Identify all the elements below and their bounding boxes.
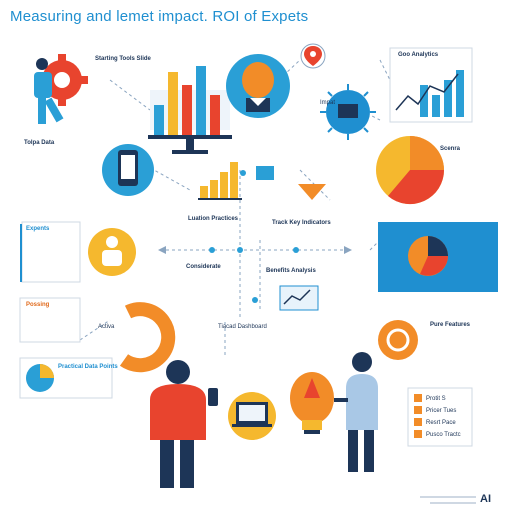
possing-box [19,297,81,343]
label-track-key-indicators: Track Key Indicators [272,220,331,226]
label-practical-data-points: Practical Data Points [58,364,118,370]
label-expents: Expents [26,226,50,232]
label-pusco-tractc: Pusco Tractc [426,432,461,438]
label-resrt-pace: Resrt Pace [426,420,456,426]
pie-chart-illustration [376,136,445,205]
label-tolpa-data: Tolpa Data [24,140,55,146]
connector-dots [209,170,299,303]
label-starting-tools: Starting Tools Slide [95,56,151,62]
phone-circle-illustration [102,144,154,196]
chart-panel-illustration [378,222,498,292]
impact-tile [256,166,274,180]
label-scenra: Scenra [440,146,461,152]
analytics-box-illustration [389,47,473,123]
laptop-illustration [228,392,276,440]
person-phone-illustration [150,360,218,488]
experts-box [20,221,81,283]
label-possing: Possing [26,302,50,308]
label-impat: Impat [320,100,336,106]
person-standing-illustration [334,352,378,472]
person-circle-illustration [88,228,136,276]
label-activa: Activa [98,324,115,330]
label-pure-features: Pure Features [430,322,471,328]
gear-circle-icon [378,320,418,360]
triangle-marker-icon [298,184,326,200]
mini-chart-tile [279,285,319,311]
network-node-icon [320,84,376,140]
bullets-box [407,387,473,447]
label-luation-practices: Luation Practices [188,216,239,222]
arrow-right-icon [344,246,352,254]
page-title: Measuring and lemet impact. ROI of Expet… [10,8,309,25]
orange-ring-illustration [119,302,176,373]
growth-bars-illustration [198,162,242,200]
label-protit: Protit S [426,396,446,402]
location-pin-icon [300,43,326,69]
label-pricer-tues: Pricer Tues [426,408,457,414]
label-benefits-analysis: Benefits Analysis [266,268,316,274]
label-considerate: Considerate [186,264,221,270]
footer-line-2 [430,502,476,504]
footer-line-1 [420,496,476,498]
label-goo-analytics: Goo Analytics [398,52,439,58]
lightbulb-icon [290,372,334,434]
idea-person-illustration [226,54,290,118]
label-tiacad-dashboard: Tiacad Dashboard [218,324,267,330]
bar-chart-monitor-illustration [148,66,232,154]
worker-gear-illustration [34,54,88,124]
brand-logo: AI [480,493,491,505]
pie-box [19,357,113,399]
arrow-left-icon [158,246,166,254]
